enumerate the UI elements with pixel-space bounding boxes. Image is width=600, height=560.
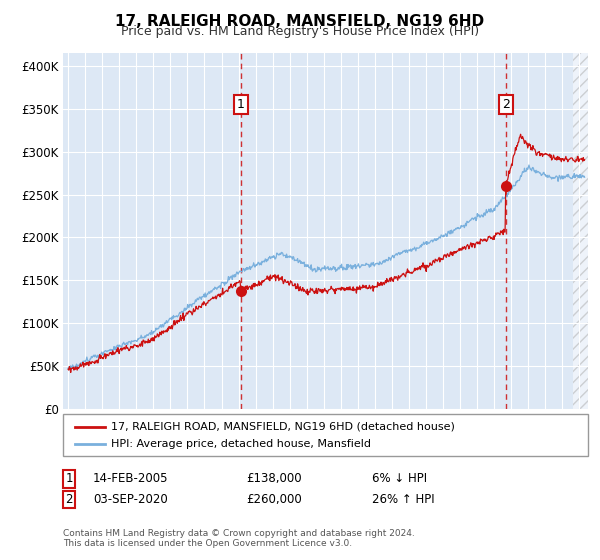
Text: 2: 2 xyxy=(502,98,509,111)
Text: 2: 2 xyxy=(65,493,73,506)
Text: HPI: Average price, detached house, Mansfield: HPI: Average price, detached house, Mans… xyxy=(111,439,371,449)
Text: 1: 1 xyxy=(236,98,245,111)
Text: £260,000: £260,000 xyxy=(246,493,302,506)
Text: 03-SEP-2020: 03-SEP-2020 xyxy=(93,493,168,506)
Text: 17, RALEIGH ROAD, MANSFIELD, NG19 6HD (detached house): 17, RALEIGH ROAD, MANSFIELD, NG19 6HD (d… xyxy=(111,422,455,432)
Text: 6% ↓ HPI: 6% ↓ HPI xyxy=(372,472,427,486)
Text: 17, RALEIGH ROAD, MANSFIELD, NG19 6HD: 17, RALEIGH ROAD, MANSFIELD, NG19 6HD xyxy=(115,14,485,29)
Text: 14-FEB-2005: 14-FEB-2005 xyxy=(93,472,169,486)
Text: Price paid vs. HM Land Registry's House Price Index (HPI): Price paid vs. HM Land Registry's House … xyxy=(121,25,479,38)
Text: Contains HM Land Registry data © Crown copyright and database right 2024.: Contains HM Land Registry data © Crown c… xyxy=(63,529,415,538)
Text: 1: 1 xyxy=(65,472,73,486)
Text: This data is licensed under the Open Government Licence v3.0.: This data is licensed under the Open Gov… xyxy=(63,539,352,548)
Bar xyxy=(572,53,588,409)
Text: £138,000: £138,000 xyxy=(246,472,302,486)
Text: 26% ↑ HPI: 26% ↑ HPI xyxy=(372,493,434,506)
